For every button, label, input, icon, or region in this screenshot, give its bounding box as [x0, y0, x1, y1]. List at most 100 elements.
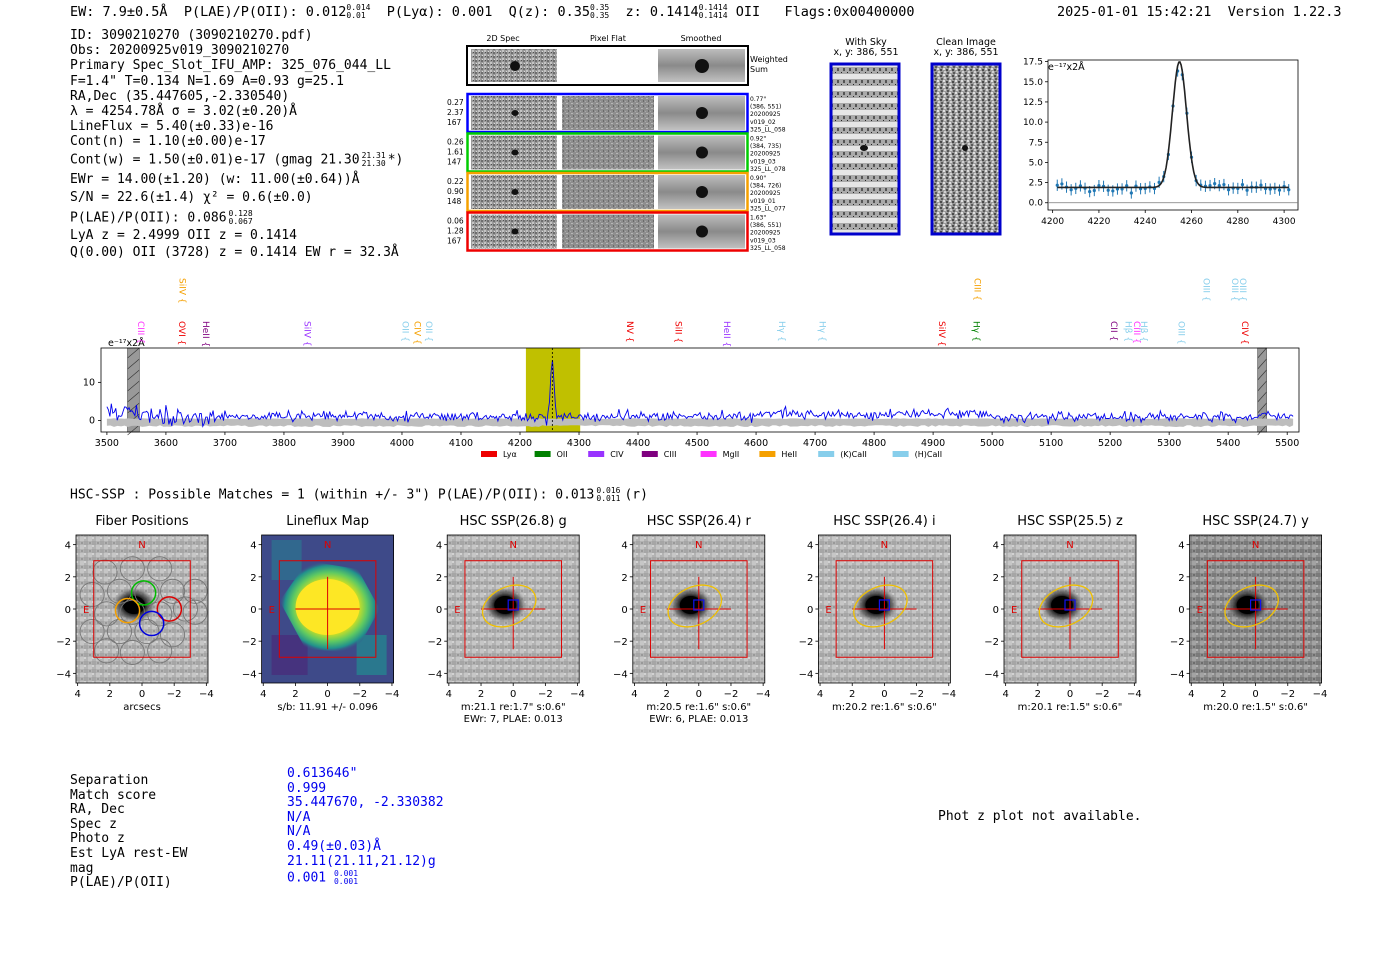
- line-fit-point: [1092, 188, 1096, 193]
- spectrum-xtick-label: 4400: [626, 438, 650, 449]
- hsc-caption-2: EWr: 7, PLAE: 0.013: [464, 714, 563, 725]
- spectrum-hatch-line: [1257, 369, 1267, 381]
- spectrum-line-label: Hγ {: [970, 321, 980, 342]
- hsc-ytick-label: 4: [250, 541, 256, 552]
- cutout-fiber-label: 1.63": [750, 215, 766, 222]
- spectrum-line-label: OIII {: [1237, 278, 1247, 302]
- sky-clean-label: Clean Image x, y: 386, 551: [927, 38, 1005, 58]
- cutout-smooth-source: [696, 107, 708, 119]
- line-fit-point: [1069, 188, 1073, 192]
- hsc-ytick-label: −2: [427, 637, 442, 648]
- cutout-row-frame: [466, 171, 749, 213]
- source-marker: [1249, 599, 1262, 611]
- hsc-ytick-label: 4: [807, 541, 813, 552]
- header-plae: P(LAE)/P(OII): 0.012: [183, 4, 347, 20]
- spectrum-hatch-line: [1257, 347, 1267, 359]
- spectrum-line-label: Hβ {: [1138, 321, 1148, 342]
- hsc-xtick-label: 4: [446, 689, 452, 700]
- clean-title: Clean Image: [936, 37, 996, 48]
- hsc-xtick-label: 4: [631, 689, 637, 700]
- cutout-fiber-label: 20200925: [750, 151, 781, 158]
- cutout-col-2d: 2D Spec: [486, 34, 519, 43]
- hsc-ytick-label: −2: [242, 637, 257, 648]
- hsc-panel-title: HSC SSP(24.7) y: [1202, 514, 1309, 529]
- match-label-7: P(LAE)/P(OII): [70, 875, 172, 891]
- spectrum-xtick-label: 5500: [1275, 438, 1299, 449]
- hsc-ytick-label: 2: [250, 573, 256, 584]
- hsc-xtick-label: 2: [663, 689, 669, 700]
- north-label: N: [138, 540, 145, 551]
- cutout-fiber-label: (386, 551): [750, 104, 781, 111]
- hsc-ytick-label: 0: [1178, 605, 1184, 616]
- cutout-fiber-label: 20200925: [750, 230, 781, 237]
- sky-images: [829, 62, 1002, 236]
- hsc-ytick-label: 4: [621, 541, 627, 552]
- spectrum-xtick-label: 5100: [1039, 438, 1063, 449]
- spectrum-xtick-label: 4600: [744, 438, 768, 449]
- cutout-fiber-label: 325_LL_058: [750, 245, 786, 252]
- legend-label: HeII: [781, 450, 797, 459]
- hsc-ytick-label: 2: [807, 573, 813, 584]
- spectrum-xtick-label: 3800: [272, 438, 296, 449]
- line-fit-ytick-label: 12.5: [1023, 98, 1043, 108]
- hsc-panel-title: HSC SSP(26.4) r: [647, 514, 752, 529]
- match-label-2: RA, Dec: [70, 802, 125, 818]
- with-sky-xy: x, y: 386, 551: [833, 47, 899, 58]
- cutout-row-frame: [466, 92, 749, 134]
- fiber-highlight-green: [130, 580, 157, 606]
- source-marker: [878, 599, 891, 611]
- legend-swatch: [588, 451, 605, 457]
- cutout-weight-label: 2.37: [447, 108, 464, 117]
- line-fit-point: [1268, 187, 1272, 191]
- match-value-specz: N/A: [287, 809, 311, 825]
- info-lambda: λ = 4254.78Å σ = 3.02(±0.20)Å: [70, 103, 297, 119]
- spectrum-xtick-label: 3500: [95, 438, 119, 449]
- match-values: 0.613646" 0.999 35.447670, -2.330382 N/A…: [287, 766, 444, 886]
- header-z-sup: 0.1414: [698, 3, 728, 12]
- spectrum-line-label: HeII {: [721, 321, 731, 347]
- line-fit-point: [1213, 182, 1217, 186]
- spectrum-xtick-label: 4500: [685, 438, 709, 449]
- east-label: E: [1197, 605, 1203, 616]
- spectrum-ytick-label: 10: [83, 377, 95, 388]
- legend-swatch: [534, 451, 551, 457]
- cutout-col-flat: Pixel Flat: [590, 34, 626, 43]
- spectrum-line-label: OII {: [423, 321, 433, 342]
- cutout-row-frame: [466, 211, 749, 252]
- spectrum-line-label: CIII {: [1131, 321, 1141, 344]
- spectrum-line-label: SiIV {: [177, 278, 187, 304]
- hsc-ytick-label: 0: [621, 605, 627, 616]
- legend-label: OII: [557, 450, 568, 459]
- cutout-fiber-label: (384, 735): [750, 143, 781, 150]
- cutout-weight-label: 0.27: [447, 98, 464, 107]
- match-label-4: Photo z: [70, 831, 125, 847]
- hsc-ytick-label: −2: [984, 637, 999, 648]
- line-fit-ytick-label: 0.0: [1029, 199, 1044, 209]
- fiber-circle: [79, 582, 105, 608]
- hsc-ytick-label: 0: [65, 605, 71, 616]
- hsc-xtick-label: −4: [1313, 689, 1328, 700]
- cutout-smooth-source: [696, 186, 708, 198]
- line-fit-point: [1217, 184, 1221, 188]
- spectrum-hatch-line: [127, 380, 140, 392]
- hsc-xtick-label: −4: [1127, 689, 1142, 700]
- legend-swatch: [892, 451, 909, 457]
- legend-label: (K)CaII: [840, 450, 867, 459]
- hsc-ytick-label: 4: [1178, 541, 1184, 552]
- header-qz-sub: 0.35: [589, 11, 610, 20]
- cutout-fiber-label: 325_LL_077: [750, 205, 786, 212]
- hsc-ytick-label: 2: [436, 573, 442, 584]
- spectrum-hatch-line: [127, 424, 140, 436]
- spectrum-xtick-label: 4700: [803, 438, 827, 449]
- cutout-weight-label: 167: [447, 118, 462, 127]
- spectrum-hatch-line: [127, 347, 140, 359]
- hsc-panel: HSC SSP(26.4) r N E 4 4 2 2 0 0 −2 −2 −4 −4 m:20.5 re…: [613, 514, 770, 725]
- info-plae-row: P(LAE)/P(OII): 0.086 0.128 0.067: [70, 209, 403, 228]
- line-fit-frame: [1047, 59, 1299, 211]
- spectrum-line-label: HeII {: [200, 321, 210, 347]
- spectrum-xtick-label: 5400: [1216, 438, 1240, 449]
- info-primary: Primary Spec_Slot_IFU_AMP: 325_076_044_L…: [70, 58, 391, 74]
- hsc-xtick-label: 2: [1220, 689, 1226, 700]
- spectrum-line-label: Hγ {: [776, 321, 786, 342]
- spectrum-ytick-label: 0: [89, 416, 95, 427]
